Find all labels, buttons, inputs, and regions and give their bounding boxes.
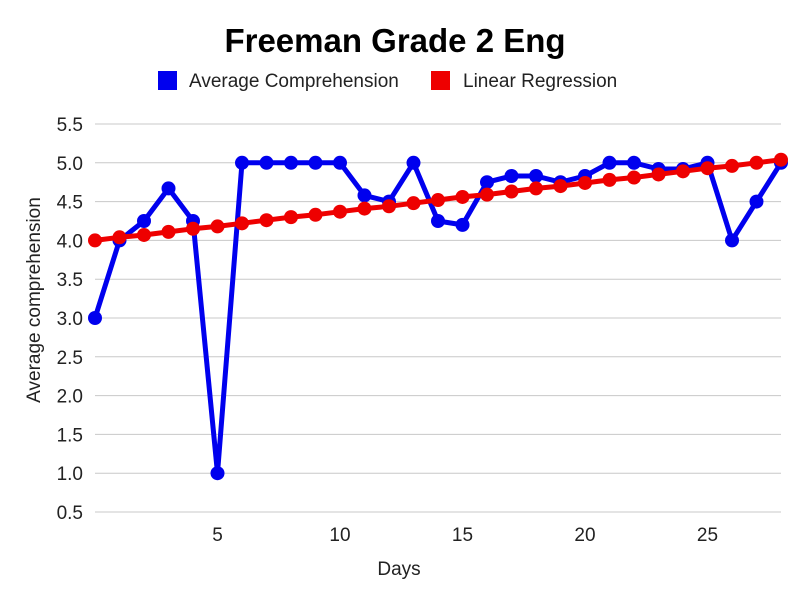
data-point [725,158,739,173]
data-point [431,193,445,208]
data-point [700,161,715,176]
data-point [210,466,225,481]
legend-label: Linear Regression [463,71,617,92]
data-point [749,155,764,170]
y-tick-label: 4.5 [57,193,83,214]
data-point [161,224,176,239]
y-tick-label: 1.5 [57,425,83,446]
data-point [112,230,127,245]
data-point [137,214,151,228]
data-point [88,311,102,325]
data-point [627,155,641,170]
data-point [480,187,494,202]
y-tick-label: 2.5 [57,348,83,369]
data-point [578,175,592,190]
data-point [602,155,617,170]
data-point [627,170,641,185]
y-tick-label: 2.0 [57,387,83,408]
data-point [480,175,494,190]
data-point [431,214,445,228]
data-point [137,227,151,242]
data-point [529,168,543,183]
data-point [161,181,176,196]
data-point [455,217,470,232]
data-point [284,155,298,170]
y-tick-label: 5.5 [57,115,83,136]
x-tick-label: 25 [697,525,718,546]
data-point [235,155,249,170]
data-point [284,210,298,225]
legend-swatch [431,71,450,90]
x-axis-ticks: 5 10 15 20 25 [212,525,718,546]
legend-label: Average Comprehension [189,71,399,92]
series-linear-regression [88,152,788,248]
y-tick-label: 3.5 [57,270,83,291]
data-point [676,164,690,179]
gridlines [95,123,781,513]
legend-swatch [158,71,177,90]
data-point [210,219,225,234]
legend: Average Comprehension Linear Regression [158,71,617,92]
x-tick-label: 15 [452,525,473,546]
data-point [553,179,568,194]
data-point [504,168,519,183]
data-point [259,213,274,228]
data-point [774,152,788,167]
y-tick-label: 0.5 [57,503,83,524]
y-tick-label: 3.0 [57,309,83,330]
data-point [357,188,372,203]
data-point [455,189,470,204]
x-tick-label: 20 [574,525,595,546]
data-point [504,184,519,199]
x-tick-label: 5 [212,525,223,546]
data-point [749,194,764,209]
data-point [235,216,249,231]
data-point [88,233,102,248]
x-tick-label: 10 [329,525,350,546]
data-point [357,201,372,216]
data-point [308,207,323,222]
y-tick-label: 5.0 [57,154,83,175]
data-point [529,181,543,196]
chart-title: Freeman Grade 2 Eng [224,22,565,59]
data-point [406,155,421,170]
series-layer [88,152,788,481]
y-axis-ticks: 0.5 1.0 1.5 2.0 2.5 3.0 3.5 4.0 4.5 5.0 5.5 [57,115,83,524]
y-axis-label: Average comprehension [24,197,45,403]
data-point [382,199,396,214]
data-point [308,155,323,170]
data-point [651,167,666,182]
y-tick-label: 4.0 [57,231,83,252]
data-point [259,155,274,170]
data-point [186,221,200,236]
y-tick-label: 1.0 [57,464,83,485]
data-point [333,204,347,219]
data-point [406,196,421,211]
data-point [725,233,739,248]
data-point [602,172,617,187]
data-point [333,155,347,170]
x-axis-label: Days [377,559,420,580]
